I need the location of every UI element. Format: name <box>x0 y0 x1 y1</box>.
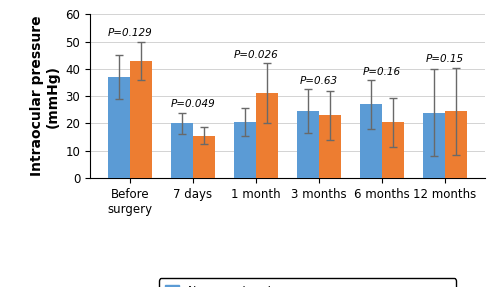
Bar <box>319 115 341 178</box>
Bar <box>171 123 193 178</box>
Bar <box>130 61 152 178</box>
Bar <box>445 111 467 178</box>
Text: P=0.026: P=0.026 <box>234 50 278 60</box>
Text: P=0.63: P=0.63 <box>300 76 338 86</box>
Bar <box>256 94 278 178</box>
Y-axis label: Intraocular pressure
(mmHg): Intraocular pressure (mmHg) <box>30 16 60 177</box>
Text: P=0.049: P=0.049 <box>170 99 216 109</box>
Bar <box>360 104 382 178</box>
Bar <box>382 122 404 178</box>
Bar <box>297 111 319 178</box>
Bar <box>193 136 215 178</box>
Legend: Neovascular glaucoma, Secondary diabetic glaucoma, nonneovascular: Neovascular glaucoma, Secondary diabetic… <box>158 278 456 287</box>
Text: P=0.16: P=0.16 <box>363 67 401 77</box>
Bar <box>234 122 256 178</box>
Text: P=0.129: P=0.129 <box>108 28 152 38</box>
Bar <box>423 113 445 178</box>
Text: P=0.15: P=0.15 <box>426 54 464 64</box>
Bar <box>108 77 130 178</box>
